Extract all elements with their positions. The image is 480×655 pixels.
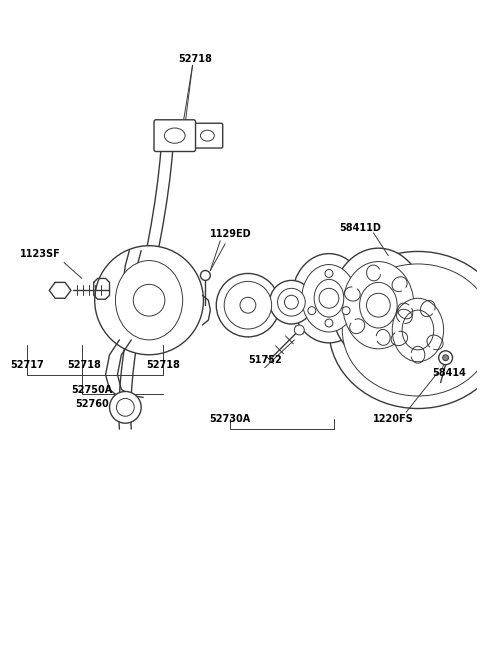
Ellipse shape xyxy=(201,130,214,141)
Text: 58414: 58414 xyxy=(433,367,467,378)
Circle shape xyxy=(308,307,316,314)
Text: 1220FS: 1220FS xyxy=(373,414,414,424)
Ellipse shape xyxy=(342,264,480,396)
Text: 52750A: 52750A xyxy=(71,384,112,394)
Ellipse shape xyxy=(360,282,397,328)
Text: 52760: 52760 xyxy=(75,400,108,409)
Ellipse shape xyxy=(116,261,183,340)
Circle shape xyxy=(240,297,256,313)
Ellipse shape xyxy=(302,265,356,332)
Circle shape xyxy=(325,319,333,327)
Text: 52718: 52718 xyxy=(179,54,213,64)
Ellipse shape xyxy=(292,253,366,343)
Circle shape xyxy=(319,288,339,308)
Circle shape xyxy=(367,293,390,317)
Text: 1123SF: 1123SF xyxy=(20,249,60,259)
Text: 52718: 52718 xyxy=(146,360,180,369)
Text: 52717: 52717 xyxy=(11,360,44,369)
Circle shape xyxy=(294,325,304,335)
Ellipse shape xyxy=(314,280,344,317)
Ellipse shape xyxy=(165,128,185,143)
Circle shape xyxy=(439,351,453,365)
Circle shape xyxy=(224,282,272,329)
Ellipse shape xyxy=(329,252,480,409)
Text: 58411D: 58411D xyxy=(340,223,382,233)
Circle shape xyxy=(109,392,141,423)
Ellipse shape xyxy=(402,310,434,350)
Text: 52730A: 52730A xyxy=(209,414,251,424)
Circle shape xyxy=(133,284,165,316)
Circle shape xyxy=(216,273,279,337)
Circle shape xyxy=(95,246,204,355)
Ellipse shape xyxy=(343,261,414,349)
Text: 51752: 51752 xyxy=(248,355,282,365)
Circle shape xyxy=(270,280,313,324)
Circle shape xyxy=(443,355,448,361)
Text: 1129ED: 1129ED xyxy=(210,229,252,239)
FancyBboxPatch shape xyxy=(154,120,195,151)
FancyBboxPatch shape xyxy=(192,123,223,148)
Circle shape xyxy=(285,295,298,309)
Circle shape xyxy=(201,271,210,280)
Circle shape xyxy=(117,398,134,416)
Ellipse shape xyxy=(331,248,425,362)
Text: 52718: 52718 xyxy=(67,360,101,369)
Ellipse shape xyxy=(392,298,444,362)
Circle shape xyxy=(342,307,350,314)
Circle shape xyxy=(277,288,305,316)
Circle shape xyxy=(325,269,333,278)
